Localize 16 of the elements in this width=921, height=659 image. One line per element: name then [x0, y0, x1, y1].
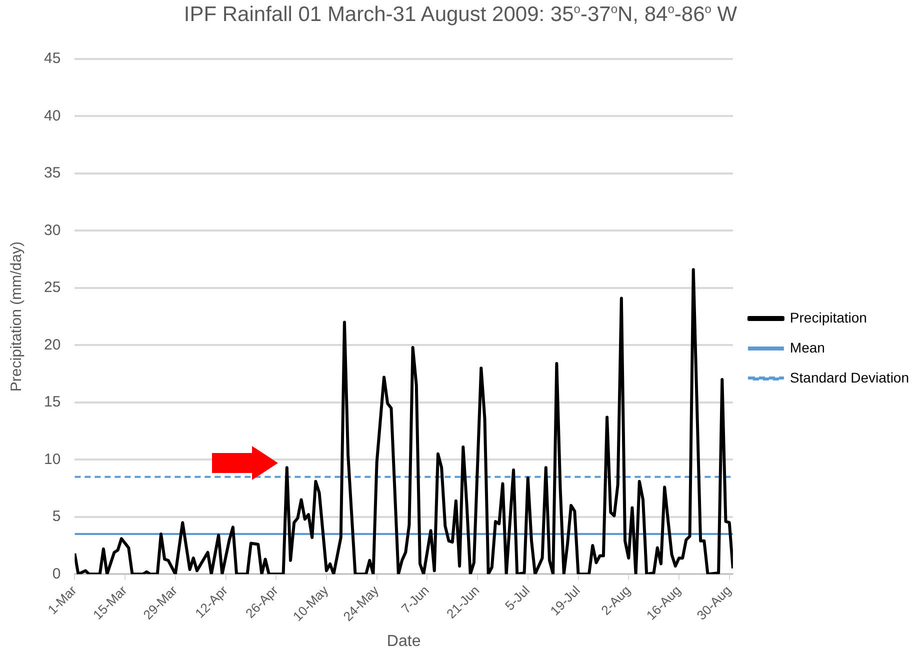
legend-label: Mean — [790, 339, 825, 356]
y-tick-label: 10 — [44, 450, 61, 468]
y-tick-label: 25 — [44, 279, 61, 296]
legend-label: Precipitation — [790, 309, 867, 326]
y-tick-label: 15 — [44, 394, 61, 411]
y-tick-label: 35 — [44, 164, 61, 182]
y-tick-label: 5 — [52, 508, 61, 526]
y-axis-title: Precipitation (mm/day) — [8, 242, 26, 392]
x-axis-title: Date — [386, 632, 421, 650]
y-tick-label: 30 — [44, 222, 61, 239]
y-tick-label: 0 — [52, 565, 61, 582]
y-tick-label: 45 — [44, 50, 61, 68]
y-tick-label: 20 — [44, 336, 61, 354]
chart-title: IPF Rainfall 01 March-31 August 2009: 35$^{o}$-37$^{o}$N, 84$^{o}$-86$^{o}$ W — [184, 2, 738, 26]
y-tick-label: 40 — [44, 107, 61, 124]
legend-label: Standard Deviation — [790, 369, 910, 386]
